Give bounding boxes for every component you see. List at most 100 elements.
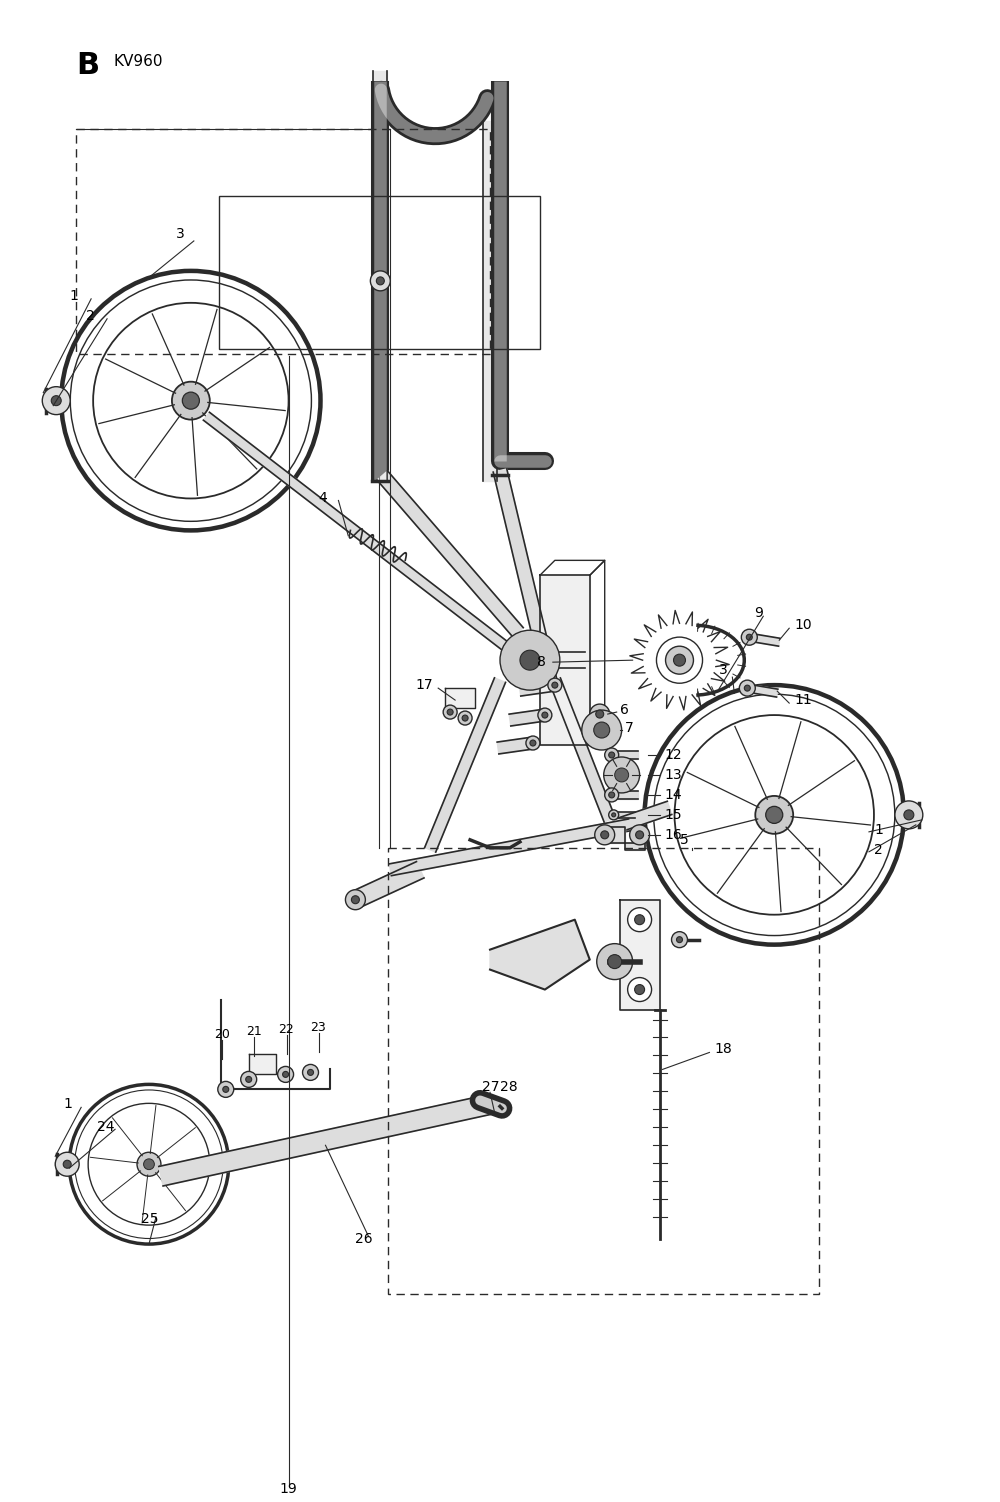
Polygon shape — [610, 792, 638, 799]
Polygon shape — [612, 813, 635, 819]
Circle shape — [552, 682, 558, 688]
Polygon shape — [425, 677, 506, 852]
Polygon shape — [497, 737, 534, 754]
Circle shape — [635, 985, 645, 994]
Circle shape — [595, 825, 615, 844]
Text: 17: 17 — [415, 677, 433, 692]
Circle shape — [303, 1065, 319, 1080]
Polygon shape — [602, 828, 645, 850]
Polygon shape — [490, 919, 590, 990]
Polygon shape — [749, 634, 780, 646]
Circle shape — [548, 677, 562, 692]
Circle shape — [137, 1152, 161, 1176]
Circle shape — [744, 685, 750, 691]
Circle shape — [55, 1152, 79, 1176]
Circle shape — [766, 807, 783, 823]
Polygon shape — [445, 688, 475, 707]
Circle shape — [538, 707, 552, 722]
Polygon shape — [377, 472, 523, 637]
Circle shape — [520, 650, 540, 670]
Bar — [388, 849, 819, 1293]
Circle shape — [283, 1071, 289, 1077]
Circle shape — [42, 386, 70, 415]
Text: 5: 5 — [680, 832, 688, 847]
Text: 21: 21 — [246, 1024, 261, 1038]
Text: 12: 12 — [665, 748, 682, 762]
Text: 9: 9 — [754, 607, 763, 620]
Text: 15: 15 — [665, 808, 682, 822]
Text: B: B — [76, 51, 99, 80]
Text: 11: 11 — [794, 692, 812, 707]
Polygon shape — [540, 575, 590, 745]
Polygon shape — [389, 819, 631, 876]
Text: 1: 1 — [69, 288, 78, 303]
Circle shape — [672, 931, 687, 948]
Circle shape — [223, 1086, 229, 1092]
Circle shape — [590, 704, 610, 724]
Polygon shape — [549, 677, 615, 822]
Circle shape — [609, 810, 619, 820]
Text: 27: 27 — [482, 1080, 500, 1095]
Circle shape — [443, 704, 457, 719]
Circle shape — [739, 680, 755, 695]
Circle shape — [597, 943, 633, 979]
Circle shape — [182, 392, 199, 409]
Circle shape — [447, 709, 453, 715]
Circle shape — [458, 710, 472, 725]
Polygon shape — [483, 122, 497, 481]
Polygon shape — [519, 679, 556, 695]
Text: 22: 22 — [279, 1023, 294, 1036]
Polygon shape — [159, 1095, 492, 1187]
Circle shape — [628, 978, 652, 1002]
Circle shape — [218, 1081, 234, 1098]
Circle shape — [278, 1066, 294, 1083]
Polygon shape — [352, 862, 424, 907]
Text: 10: 10 — [794, 619, 812, 632]
Circle shape — [635, 915, 645, 925]
Bar — [76, 129, 490, 353]
Circle shape — [604, 757, 640, 793]
Polygon shape — [515, 652, 585, 668]
Polygon shape — [617, 801, 672, 832]
Text: 8: 8 — [537, 655, 546, 670]
Circle shape — [172, 382, 210, 419]
Text: 18: 18 — [714, 1042, 732, 1056]
Text: 6: 6 — [620, 703, 629, 716]
Circle shape — [246, 1077, 252, 1083]
Circle shape — [526, 736, 540, 749]
Text: 4: 4 — [319, 491, 327, 506]
Circle shape — [628, 907, 652, 931]
Circle shape — [741, 629, 757, 646]
Text: 3: 3 — [719, 664, 728, 677]
Circle shape — [608, 955, 622, 969]
Circle shape — [241, 1071, 257, 1087]
Circle shape — [370, 270, 390, 291]
Circle shape — [530, 740, 536, 746]
Bar — [219, 197, 540, 348]
Circle shape — [462, 715, 468, 721]
Circle shape — [746, 634, 752, 640]
Polygon shape — [620, 900, 660, 1009]
Text: 20: 20 — [214, 1027, 230, 1041]
Text: 16: 16 — [665, 828, 682, 841]
Circle shape — [542, 712, 548, 718]
Polygon shape — [747, 685, 778, 697]
Circle shape — [666, 646, 693, 674]
Circle shape — [63, 1160, 71, 1169]
Circle shape — [500, 631, 560, 689]
Circle shape — [895, 801, 923, 829]
Circle shape — [612, 813, 616, 817]
Polygon shape — [373, 71, 387, 481]
Text: 2: 2 — [86, 309, 95, 323]
Text: 19: 19 — [280, 1481, 297, 1496]
Circle shape — [755, 796, 793, 834]
Circle shape — [594, 722, 610, 737]
Circle shape — [605, 748, 619, 762]
Circle shape — [601, 831, 609, 838]
Text: 7: 7 — [625, 721, 633, 734]
Circle shape — [351, 895, 359, 904]
Text: 14: 14 — [665, 789, 682, 802]
Circle shape — [615, 768, 629, 783]
Text: 25: 25 — [141, 1212, 158, 1226]
Circle shape — [376, 276, 384, 285]
